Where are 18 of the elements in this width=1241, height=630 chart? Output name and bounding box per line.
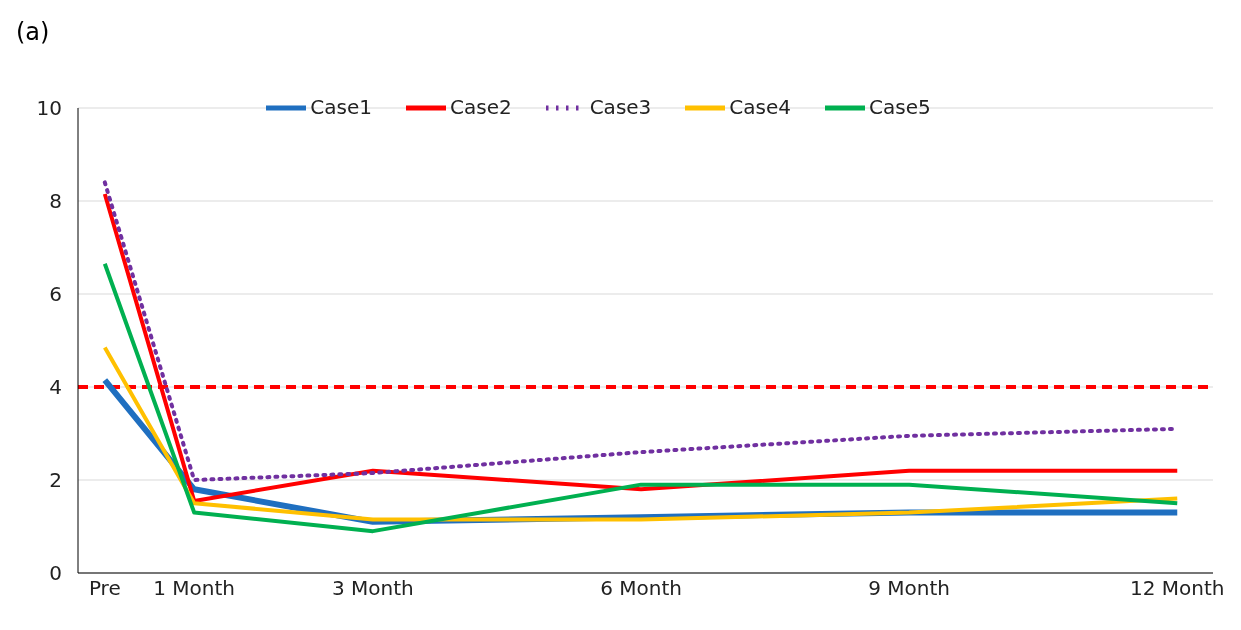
- x-tick-label: 12 Month: [1130, 576, 1225, 601]
- x-tick-label: 9 Month: [868, 576, 951, 601]
- y-tick-label: 4: [49, 375, 62, 399]
- legend-label: Case4: [729, 94, 791, 119]
- x-tick-label: 6 Month: [600, 576, 682, 601]
- legend-label: Case3: [589, 94, 652, 119]
- legend-label: Case5: [869, 94, 931, 119]
- x-tick-label: Pre: [88, 576, 121, 601]
- y-tick-label: 2: [49, 468, 62, 492]
- x-tick-label: 3 Month: [332, 576, 414, 601]
- legend-label: Case1: [310, 94, 372, 119]
- y-tick-label: 8: [49, 189, 62, 213]
- y-tick-label: 10: [36, 96, 62, 120]
- x-tick-label: 1 Month: [153, 576, 236, 601]
- y-tick-label: 6: [49, 282, 62, 306]
- chart-title: (a): [15, 17, 51, 48]
- y-tick-label: 0: [49, 561, 62, 585]
- legend-label: Case2: [449, 94, 512, 119]
